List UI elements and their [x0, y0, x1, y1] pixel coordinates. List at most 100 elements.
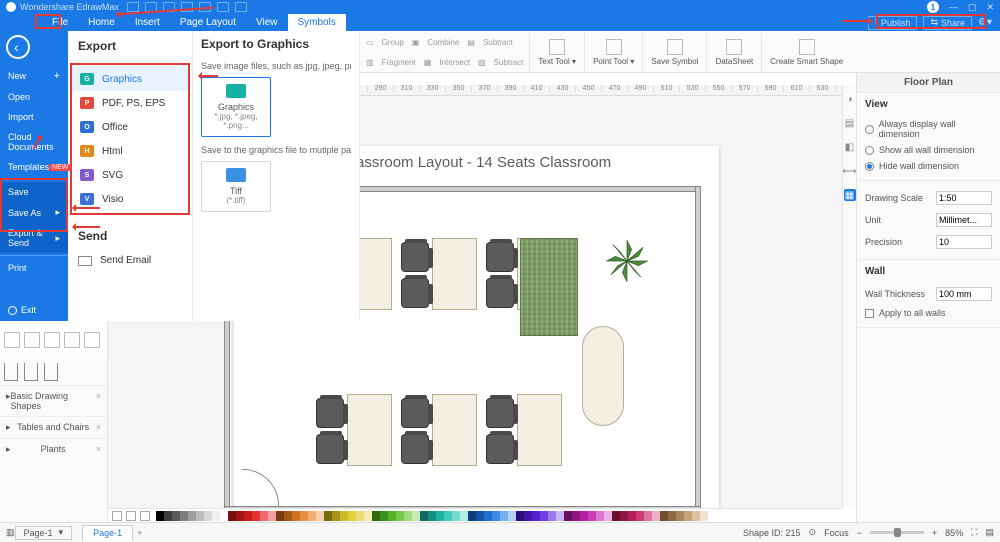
color-swatch[interactable] — [348, 511, 356, 521]
color-swatch[interactable] — [468, 511, 476, 521]
qa-icon[interactable] — [217, 2, 229, 12]
send-email[interactable]: Send Email — [68, 251, 192, 270]
color-swatch[interactable] — [404, 511, 412, 521]
color-swatch[interactable] — [548, 511, 556, 521]
export-item[interactable]: PPDF, PS, EPS — [72, 91, 188, 115]
save-symbol[interactable]: Save Symbol — [643, 33, 707, 72]
qa-icon[interactable] — [235, 2, 247, 12]
page-tab[interactable]: Page-1 — [82, 525, 133, 541]
color-swatch[interactable] — [532, 511, 540, 521]
color-swatch[interactable] — [228, 511, 236, 521]
zoom-in[interactable]: + — [932, 528, 937, 538]
share-button[interactable]: ⇆ Share — [923, 16, 972, 30]
color-swatch[interactable] — [308, 511, 316, 521]
file-save[interactable]: Save — [0, 182, 68, 202]
view-icon[interactable]: ▤ — [985, 527, 994, 538]
color-swatch[interactable] — [684, 511, 692, 521]
file-saveas[interactable]: Save As▸ — [0, 202, 68, 223]
color-swatch[interactable] — [612, 511, 620, 521]
file-import[interactable]: Import — [0, 107, 68, 127]
minimize-icon[interactable]: — — [949, 2, 958, 12]
file-print[interactable]: Print — [0, 258, 68, 278]
color-swatch[interactable] — [420, 511, 428, 521]
tab-pagelayout[interactable]: Page Layout — [170, 14, 246, 31]
color-swatch[interactable] — [220, 511, 228, 521]
color-swatch[interactable] — [604, 511, 612, 521]
nofill-icon[interactable] — [112, 511, 122, 521]
color-swatch[interactable] — [284, 511, 292, 521]
color-swatch[interactable] — [340, 511, 348, 521]
tab-file[interactable]: File — [42, 14, 78, 31]
file-export[interactable]: Export & Send▸ — [0, 223, 68, 253]
color-swatch[interactable] — [292, 511, 300, 521]
add-page[interactable]: + — [137, 528, 142, 538]
color-swatch[interactable] — [452, 511, 460, 521]
color-swatch[interactable] — [460, 511, 468, 521]
color-swatch[interactable] — [276, 511, 284, 521]
zoom-slider[interactable] — [870, 531, 924, 534]
color-swatch[interactable] — [356, 511, 364, 521]
close-icon[interactable]: ✕ — [986, 2, 994, 13]
color-swatch[interactable] — [164, 511, 172, 521]
color-swatch[interactable] — [476, 511, 484, 521]
stencil-cat[interactable]: Plants — [0, 438, 107, 460]
color-swatch[interactable] — [572, 511, 580, 521]
export-item[interactable]: HHtml — [72, 139, 188, 163]
color-swatch[interactable] — [268, 511, 276, 521]
export-item[interactable]: GGraphics — [72, 67, 188, 91]
tab-symbols[interactable]: Symbols — [288, 14, 346, 31]
export-item[interactable]: SSVG — [72, 163, 188, 187]
color-swatch[interactable] — [412, 511, 420, 521]
color-swatch[interactable] — [668, 511, 676, 521]
apply-all-check[interactable]: Apply to all walls — [865, 305, 992, 321]
color-swatch[interactable] — [172, 511, 180, 521]
dimensions-icon[interactable]: ⟷ — [844, 165, 856, 177]
color-swatch[interactable] — [700, 511, 708, 521]
eyedrop-icon[interactable] — [126, 511, 136, 521]
color-swatch[interactable] — [428, 511, 436, 521]
color-swatch[interactable] — [300, 511, 308, 521]
color-swatch[interactable] — [492, 511, 500, 521]
maximize-icon[interactable]: ▢ — [968, 2, 977, 13]
color-swatch[interactable] — [204, 511, 212, 521]
graphics-card[interactable]: Graphics *.jpg, *.jpeg, *.png... — [201, 77, 271, 137]
radio-hide[interactable]: Hide wall dimension — [865, 158, 992, 174]
color-swatch[interactable] — [692, 511, 700, 521]
smart-shape[interactable]: Create Smart Shape — [762, 33, 851, 72]
radio-showall[interactable]: Show all wall dimension — [865, 142, 992, 158]
color-swatch[interactable] — [580, 511, 588, 521]
zoom-out[interactable]: − — [857, 528, 862, 538]
qa-icon[interactable] — [127, 2, 139, 12]
back-icon[interactable] — [6, 35, 30, 59]
color-swatch[interactable] — [332, 511, 340, 521]
file-new[interactable]: New+ — [0, 65, 68, 87]
color-swatch[interactable] — [364, 511, 372, 521]
color-swatch[interactable] — [644, 511, 652, 521]
color-swatch[interactable] — [556, 511, 564, 521]
color-swatch[interactable] — [564, 511, 572, 521]
file-templates[interactable]: TemplatesNEW — [0, 157, 68, 177]
color-swatch[interactable] — [396, 511, 404, 521]
color-swatch[interactable] — [372, 511, 380, 521]
color-swatch[interactable] — [596, 511, 604, 521]
tiff-card[interactable]: Tiff (*.tiff) — [201, 161, 271, 212]
color-swatch[interactable] — [156, 511, 164, 521]
notify-icon[interactable]: 1 — [927, 1, 939, 13]
color-swatch[interactable] — [180, 511, 188, 521]
color-swatch[interactable] — [196, 511, 204, 521]
theme-icon[interactable]: ◑ — [844, 93, 856, 105]
file-cloud[interactable]: Cloud Documents — [0, 127, 68, 157]
file-exit[interactable]: Exit — [0, 299, 68, 321]
settings-icon[interactable]: ⚙▾ — [978, 17, 992, 28]
precision-input[interactable] — [936, 235, 992, 249]
fit-icon[interactable]: ⛶ — [971, 527, 977, 538]
color-swatch[interactable] — [660, 511, 668, 521]
stencil-cat[interactable]: Tables and Chairs — [0, 416, 107, 438]
scale-input[interactable] — [936, 191, 992, 205]
color-swatch[interactable] — [628, 511, 636, 521]
color-swatch[interactable] — [652, 511, 660, 521]
color-swatch[interactable] — [212, 511, 220, 521]
page-select[interactable]: Page-1▾ — [15, 526, 73, 540]
stencil-cat[interactable]: Basic Drawing Shapes — [0, 385, 107, 416]
datasheet[interactable]: DataSheet — [707, 33, 762, 72]
